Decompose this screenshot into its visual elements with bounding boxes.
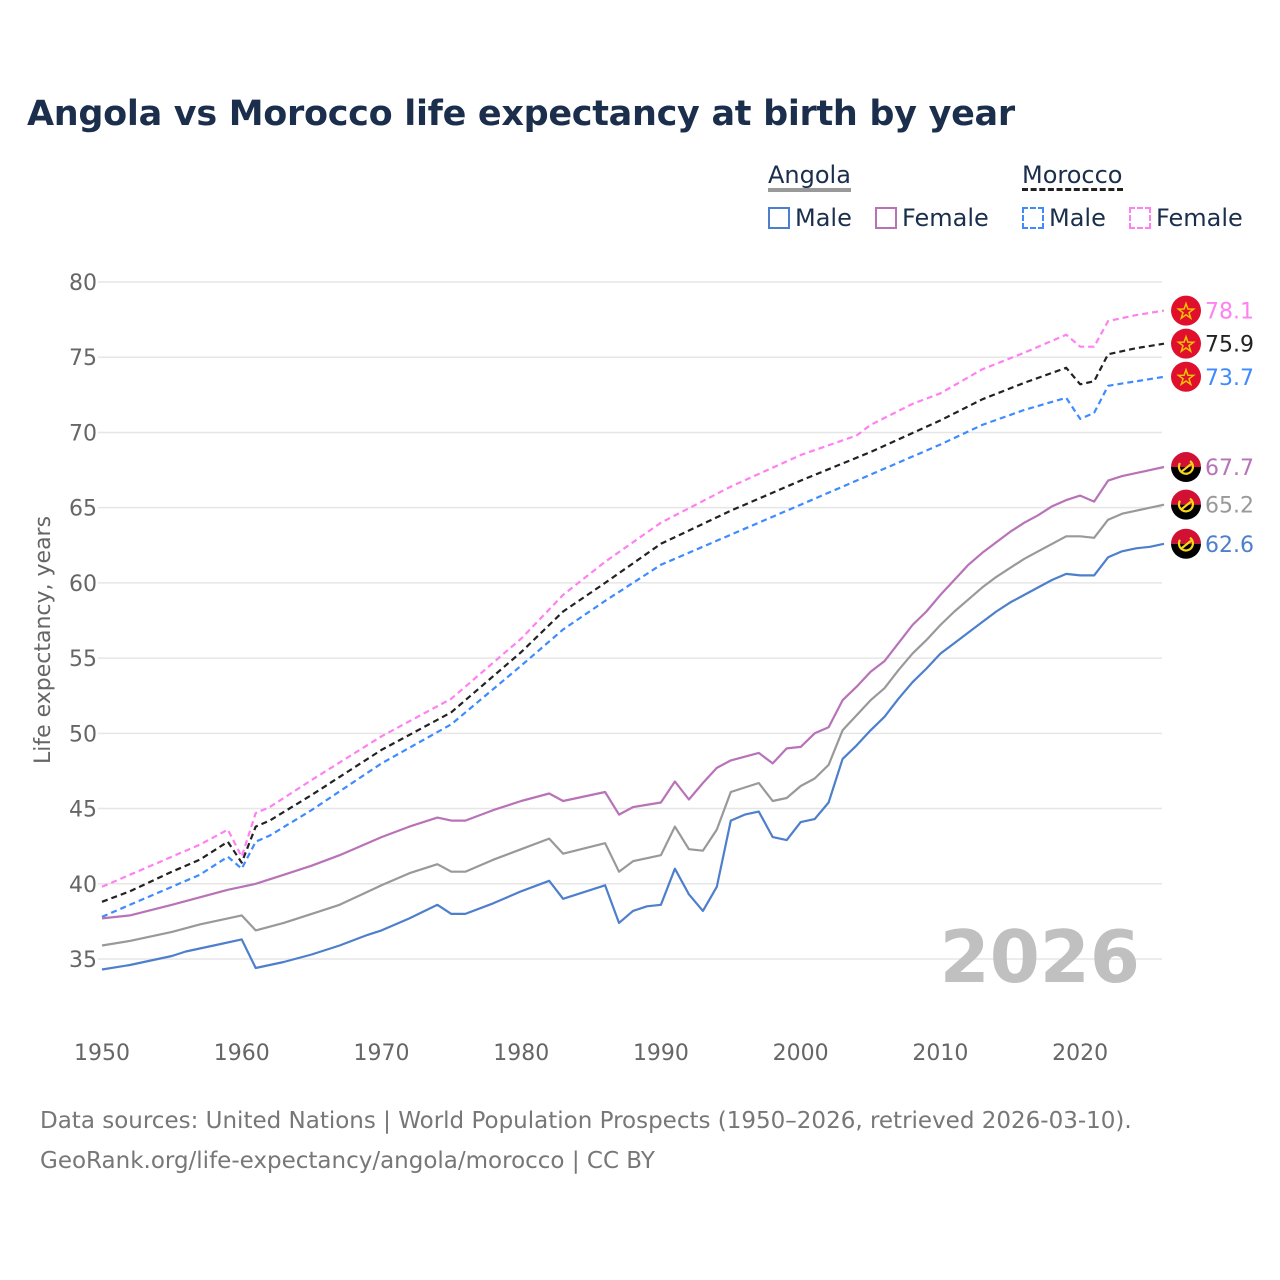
legend-angola-male[interactable]: Male	[768, 204, 852, 232]
star-icon	[1176, 334, 1196, 354]
legend-morocco-female[interactable]: Female	[1129, 204, 1243, 232]
series-line-morocco-female	[101, 309, 1165, 888]
x-tick-label: 2020	[1052, 1041, 1108, 1066]
flag-background	[1171, 328, 1201, 359]
emblem-icon	[1177, 460, 1195, 475]
emblem-icon	[1177, 536, 1195, 552]
chart-title: Angola vs Morocco life expectancy at bir…	[27, 94, 1015, 134]
x-tick-label: 1990	[633, 1041, 689, 1066]
y-tick-label: 55	[69, 647, 97, 672]
y-axis-label: Life expectancy, years	[31, 516, 56, 764]
legend-label: Male	[795, 204, 852, 232]
legend-swatch	[768, 207, 790, 229]
emblem-icon	[1177, 497, 1195, 513]
y-tick-label: 45	[69, 798, 97, 823]
legend-label: Female	[1156, 204, 1243, 232]
y-tick-label: 70	[69, 421, 97, 446]
x-tick-label: 1950	[74, 1041, 130, 1066]
y-tick-label: 80	[69, 271, 97, 296]
y-tick-label: 50	[69, 722, 97, 747]
y-tick-label: 35	[69, 948, 97, 973]
end-value-label: 67.7	[1205, 456, 1254, 481]
end-value-label: 62.6	[1205, 533, 1254, 558]
x-tick-label: 2000	[773, 1041, 829, 1066]
series-line-morocco-total	[101, 342, 1165, 903]
flag-angola-icon	[1171, 452, 1201, 483]
end-value-label: 65.2	[1205, 494, 1254, 519]
legend-angola-female[interactable]: Female	[875, 204, 989, 232]
end-value-label: 78.1	[1205, 300, 1254, 325]
series-line-morocco-male	[101, 375, 1165, 918]
x-tick-label: 1980	[493, 1041, 549, 1066]
flag-morocco-icon	[1171, 328, 1201, 359]
flag-background	[1171, 295, 1201, 326]
legend-label: Female	[902, 204, 989, 232]
flag-top	[1171, 452, 1201, 468]
legend-swatch	[1129, 207, 1151, 229]
x-tick-label: 1960	[214, 1041, 270, 1066]
flag-angola-icon	[1171, 528, 1201, 559]
y-tick-label: 40	[69, 873, 97, 898]
series-line-angola-total	[101, 503, 1165, 947]
star-icon	[1176, 301, 1196, 320]
legend-morocco: Morocco	[1022, 161, 1123, 191]
flag-top	[1171, 489, 1201, 505]
legend-morocco-male[interactable]: Male	[1022, 204, 1106, 232]
year-watermark: 2026	[940, 915, 1140, 999]
flag-background	[1171, 361, 1201, 392]
y-tick-label: 65	[69, 497, 97, 522]
series-line-angola-male	[101, 542, 1165, 971]
legend-label: Male	[1049, 204, 1106, 232]
star-icon	[1176, 367, 1196, 387]
y-tick-label: 60	[69, 572, 97, 597]
flag-morocco-icon	[1171, 295, 1201, 326]
flag-angola-icon	[1171, 489, 1201, 520]
legend-angola: Angola	[768, 162, 851, 192]
flag-top	[1171, 528, 1201, 544]
x-tick-label: 2010	[912, 1041, 968, 1066]
footer-sources: Data sources: United Nations | World Pop…	[40, 1108, 1132, 1134]
legend-swatch	[875, 207, 897, 229]
flag-morocco-icon	[1171, 361, 1201, 392]
legend-swatch	[1022, 207, 1044, 229]
footer-url[interactable]: GeoRank.org/life-expectancy/angola/moroc…	[40, 1148, 655, 1174]
series-line-angola-female	[101, 465, 1165, 920]
end-value-label: 75.9	[1205, 333, 1254, 358]
end-value-label: 73.7	[1205, 366, 1254, 391]
x-tick-label: 1970	[353, 1041, 409, 1066]
y-tick-label: 75	[69, 346, 97, 371]
